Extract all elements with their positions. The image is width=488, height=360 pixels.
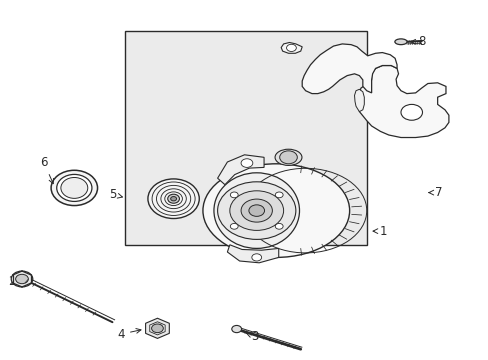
Polygon shape [227,245,278,263]
Bar [124,31,366,245]
Circle shape [230,192,238,198]
Circle shape [248,205,264,216]
Ellipse shape [147,179,199,219]
Text: 4: 4 [117,328,141,341]
Ellipse shape [274,149,302,166]
Ellipse shape [394,39,406,45]
Polygon shape [354,89,364,112]
Text: 2: 2 [8,275,24,288]
Circle shape [241,159,252,167]
Polygon shape [217,155,264,185]
Circle shape [230,224,238,229]
Ellipse shape [167,194,179,203]
Polygon shape [302,44,396,94]
Polygon shape [281,42,302,53]
Ellipse shape [203,164,349,257]
Polygon shape [145,318,169,338]
Circle shape [151,324,163,333]
Ellipse shape [170,197,176,201]
Circle shape [229,191,283,230]
Ellipse shape [213,173,299,248]
Text: 8: 8 [410,35,425,48]
Circle shape [279,151,297,164]
Circle shape [286,44,296,51]
Text: 3: 3 [245,330,259,343]
Ellipse shape [61,177,88,198]
Text: 5: 5 [108,188,122,201]
Ellipse shape [57,175,92,202]
Circle shape [16,274,28,284]
Ellipse shape [51,170,98,206]
Circle shape [400,104,422,120]
Polygon shape [359,66,448,138]
Circle shape [11,271,33,287]
Text: 6: 6 [40,156,53,184]
Circle shape [251,254,261,261]
Text: 7: 7 [428,186,442,199]
Circle shape [217,182,295,239]
Circle shape [275,224,283,229]
Circle shape [275,192,283,198]
Text: 1: 1 [372,225,387,238]
Circle shape [231,325,241,333]
Circle shape [241,199,272,222]
